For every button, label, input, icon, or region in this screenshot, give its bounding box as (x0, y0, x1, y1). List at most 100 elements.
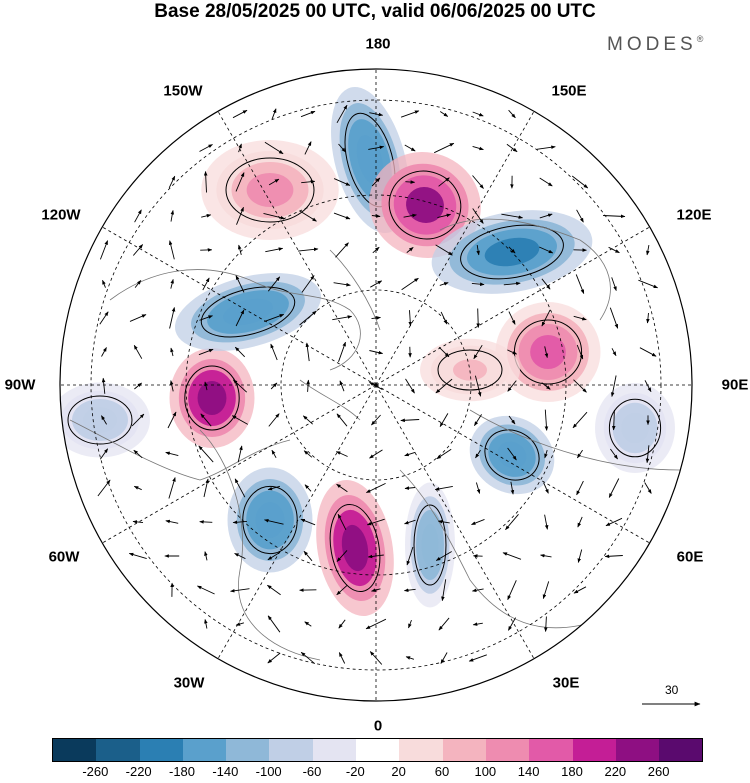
wind-vector (507, 447, 517, 461)
positive-anomaly-center (495, 302, 601, 402)
latitude-circle (185, 194, 567, 576)
negative-anomaly-center (60, 382, 150, 458)
wind-vector (440, 652, 448, 664)
wind-vector (235, 622, 245, 626)
wind-vector (438, 346, 450, 358)
wind-vector (475, 482, 481, 494)
wind-vector (267, 652, 281, 664)
wind-vector (203, 478, 209, 498)
wind-vector (371, 214, 381, 218)
longitude-label: 90W (4, 376, 36, 394)
wind-vector (508, 109, 516, 119)
wind-vector (299, 310, 317, 326)
wind-vector (611, 409, 616, 431)
wind-vector (336, 104, 348, 124)
wind-vector (403, 588, 416, 592)
wind-vector (404, 486, 416, 490)
wind-vector (536, 145, 556, 150)
wind-vector (406, 247, 414, 253)
negative-anomaly-center (469, 415, 555, 495)
wind-vector (267, 485, 281, 491)
colorbar-tick-label: 100 (474, 764, 497, 779)
colorbar-swatch (399, 739, 443, 761)
wind-vector (611, 348, 617, 357)
wind-vector (435, 551, 452, 561)
colorbar-tick-label: 220 (604, 764, 627, 779)
wind-vector (472, 145, 484, 151)
wind-vector (99, 448, 109, 460)
wind-vector (573, 379, 587, 393)
wind-vector (267, 276, 281, 292)
wind-vector (544, 616, 548, 632)
wind-vector (439, 111, 449, 117)
wind-vector (609, 307, 619, 329)
positive-anomaly-center (420, 338, 520, 402)
wind-vector (268, 178, 280, 186)
colorbar-tick-label: 60 (434, 764, 450, 779)
meridian-line (217, 384, 377, 659)
wind-vector (576, 344, 584, 360)
colorbar-swatch (356, 739, 400, 761)
wind-vector (439, 282, 449, 286)
wind-vector (301, 179, 316, 184)
longitude-label: 60E (676, 548, 704, 566)
wind-vector (263, 212, 285, 220)
longitude-label: 120E (676, 206, 712, 224)
wind-vector (405, 656, 415, 660)
positive-anomaly-center (201, 140, 339, 240)
wind-vector (204, 381, 208, 391)
wind-vector (539, 213, 553, 219)
wind-vector (268, 413, 280, 427)
longitude-label: 150E (551, 82, 587, 100)
wind-vector (577, 449, 583, 459)
colorbar-tick-label: -140 (212, 764, 239, 779)
wind-vector (435, 244, 453, 256)
colorbar-tick-label: -60 (302, 764, 322, 779)
coastline (469, 409, 681, 471)
wind-vector (235, 309, 245, 327)
chart-title: Base 28/05/2025 00 UTC, valid 06/06/2025… (154, 1, 596, 22)
wind-vector (271, 449, 277, 459)
meridian-line (375, 111, 535, 386)
wind-vector (101, 377, 106, 394)
wind-vector (271, 108, 277, 120)
colorbar-tick-label: -260 (82, 764, 109, 779)
map-boundary (59, 68, 693, 702)
wind-vector (576, 480, 584, 496)
wind-vector (575, 274, 585, 295)
wind-vector (542, 581, 550, 600)
colorbar-swatch (659, 739, 703, 761)
wind-vector (305, 342, 310, 362)
wind-vector (299, 210, 317, 222)
latitude-circle (280, 289, 472, 481)
wind-vector (541, 382, 551, 390)
wind-vector (368, 145, 385, 150)
colorbar-swatch (442, 739, 486, 761)
wind-vector (644, 482, 652, 494)
wind-vector (199, 315, 213, 321)
wind-vector (608, 246, 620, 254)
wind-vector (436, 448, 452, 460)
wind-vector (102, 279, 106, 288)
positive-anomaly-center (369, 152, 481, 258)
wind-vector (232, 520, 247, 525)
wind-vector (304, 621, 312, 627)
wind-vector (99, 240, 109, 260)
coastline (199, 429, 321, 661)
wind-vector (476, 308, 480, 328)
longitude-label: 90E (721, 376, 749, 394)
wind-vector (99, 311, 109, 325)
wind-vector (503, 281, 521, 286)
meridian-line (375, 384, 650, 544)
wind-vector (198, 445, 214, 463)
wind-vector (471, 518, 485, 526)
wind-vector (603, 214, 626, 219)
wind-vector (199, 144, 213, 152)
wind-vector (132, 244, 144, 256)
colorbar-swatch (226, 739, 270, 761)
wind-vector (134, 209, 142, 223)
wind-vector (270, 343, 278, 361)
wind-vector (365, 482, 386, 494)
wind-vector (638, 279, 659, 289)
wind-vector (646, 245, 650, 256)
